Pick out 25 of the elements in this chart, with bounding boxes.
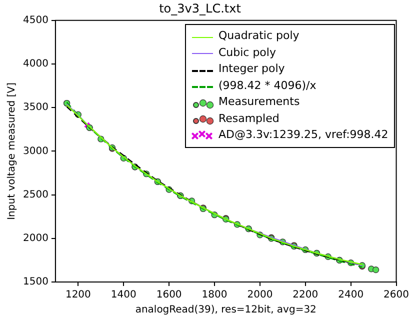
y-tick-label: 4500 (22, 14, 48, 26)
x-tick-label: 2600 (384, 290, 409, 301)
legend-label: Integer poly (218, 61, 285, 78)
x-tick-label: 2200 (292, 290, 318, 301)
legend-label: Cubic poly (218, 44, 276, 61)
x-axis-title: analogRead(39), res=12bit, avg=32 (135, 304, 316, 316)
x-tick-label: 1600 (156, 290, 182, 301)
y-axis-title: Input voltage measured [V] (6, 82, 18, 220)
legend-label: Quadratic poly (218, 28, 300, 44)
y-tick-label: 3000 (22, 146, 48, 157)
y-tick-label: 3500 (22, 102, 48, 114)
y-tick-label: 2000 (22, 232, 48, 244)
legend-label: AD@3.3v:1239.25, vref:998.42 (218, 127, 388, 144)
legend-label: Resampled (218, 110, 280, 127)
y-tick-label: 2500 (22, 189, 48, 200)
x-tick-label: 1400 (110, 290, 136, 301)
x-tick-label: 1800 (202, 290, 228, 301)
chart-title: to_3v3_LC.txt (159, 1, 242, 16)
y-tick-label: 4000 (22, 58, 48, 70)
legend-label: (998.42 * 4096)/x (218, 78, 316, 94)
x-tick-label: 1200 (65, 290, 91, 301)
legend-label: Measurements (218, 94, 300, 110)
x-tick-label: 2400 (338, 290, 364, 301)
x-tick-label: 2000 (247, 290, 273, 301)
y-tick-label: 1500 (22, 276, 48, 288)
